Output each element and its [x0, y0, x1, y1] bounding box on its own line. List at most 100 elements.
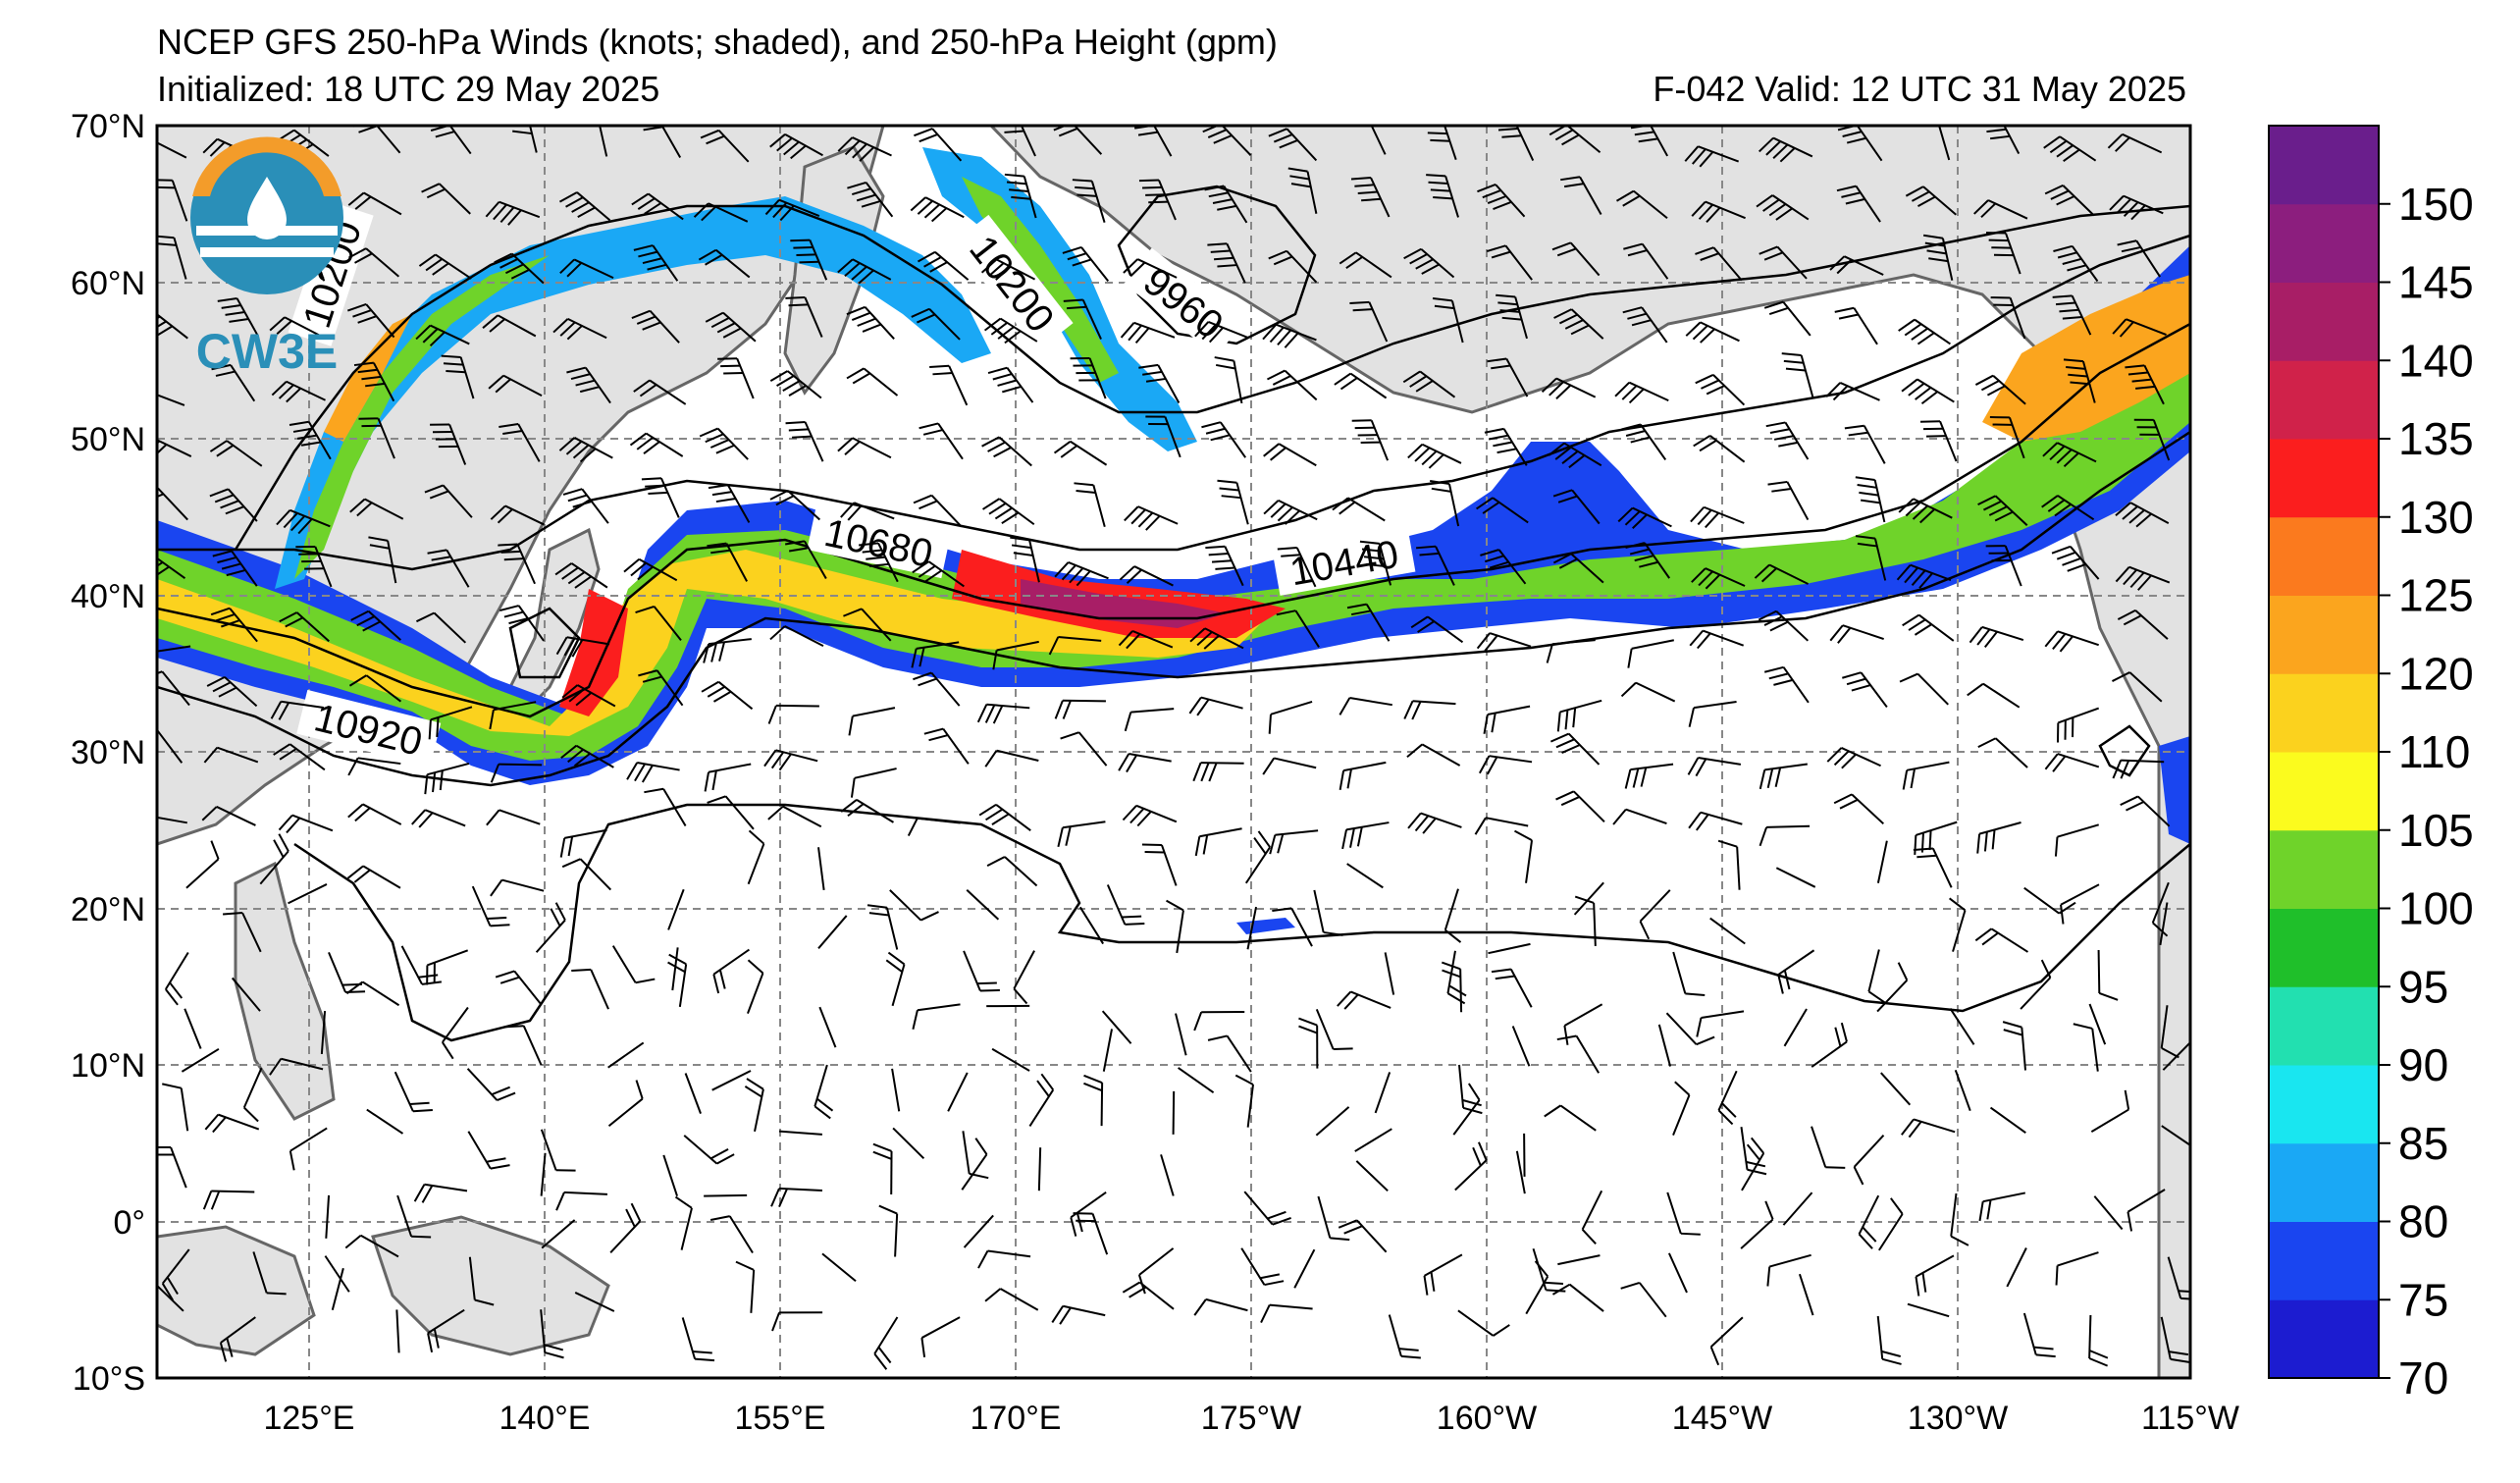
wind-barb [866, 904, 899, 950]
wind-barb [2044, 184, 2095, 217]
wind-barb [441, 354, 475, 399]
wind-barb [202, 1190, 255, 1210]
wind-barb [837, 136, 892, 162]
map-panel: 10200 10200 9960 10680 10440 10920 [157, 126, 2190, 1378]
wind-barb [1685, 321, 1740, 344]
colorbar-label: 90 [2398, 1039, 2448, 1090]
wind-barb [818, 1006, 837, 1048]
wind-barb [1122, 1281, 1175, 1310]
wind-barb [705, 311, 757, 343]
wind-barb [252, 1251, 287, 1296]
wind-barb [1855, 476, 1886, 523]
wind-barb [1899, 672, 1949, 706]
wind-barb [2115, 502, 2170, 528]
colorbar-swatch [2269, 908, 2379, 987]
wind-barb [279, 611, 330, 643]
wind-barb [347, 803, 402, 825]
wind-barb [840, 798, 895, 823]
wind-barb [353, 361, 395, 402]
wind-barb [1478, 755, 1533, 775]
wind-barb [1192, 762, 1244, 782]
wind-barb [1063, 298, 1102, 340]
wind-barb [426, 949, 469, 985]
wind-barb [344, 1234, 399, 1258]
wind-barb [912, 1003, 961, 1030]
wind-barb [269, 316, 324, 339]
wind-barb [1346, 603, 1391, 642]
wind-barb [561, 858, 612, 891]
wind-barb [1986, 126, 2021, 155]
wind-barb [607, 1041, 645, 1069]
wind-barb [346, 865, 401, 889]
wind-barb [1901, 378, 1955, 405]
lon-label: 175°W [1201, 1400, 1301, 1437]
wind-barb [693, 202, 749, 223]
wind-barb [843, 608, 892, 642]
wind-barb [2162, 1040, 2190, 1071]
colorbar-label: 75 [2398, 1274, 2448, 1325]
wind-barb [2043, 135, 2097, 162]
wind-barb [699, 427, 749, 460]
wind-barb [1553, 308, 1604, 340]
wind-barb [394, 1071, 433, 1113]
wind-barb [2160, 1316, 2190, 1363]
wind-barb [641, 477, 680, 518]
wind-barb [1767, 480, 1810, 521]
wind-barb [891, 1068, 901, 1112]
wind-barb [157, 645, 191, 653]
wind-barb [923, 727, 970, 765]
colorbar-label: 85 [2398, 1118, 2448, 1169]
wind-barb [767, 805, 822, 828]
wind-barb [1496, 293, 1528, 340]
wind-barb [561, 684, 616, 708]
lon-label: 115°W [2141, 1400, 2239, 1437]
colorbar-swatch [2269, 439, 2379, 518]
wind-barb [2117, 609, 2169, 640]
wind-barb [1202, 126, 1252, 156]
wind-barb [1145, 415, 1181, 458]
wind-barb [1758, 609, 1810, 642]
wind-barb [817, 847, 825, 891]
wind-barb [396, 1194, 432, 1239]
wind-barb [667, 888, 685, 930]
wind-barb [2167, 1256, 2190, 1300]
wind-barb [503, 1025, 543, 1066]
wind-barb [1244, 830, 1271, 884]
wind-barb [558, 437, 613, 463]
wind-barb [1763, 665, 1810, 704]
wind-barb [1556, 1034, 1601, 1074]
wind-barb [769, 132, 823, 160]
wind-barb [482, 314, 537, 338]
wind-barb [667, 953, 688, 1007]
wind-barb [2161, 1125, 2190, 1147]
wind-barb [626, 762, 680, 783]
wind-barb [984, 1288, 1039, 1311]
wind-barb [1277, 546, 1317, 588]
wind-barb [210, 607, 258, 643]
wind-barb [1950, 1192, 1969, 1246]
wind-barb [1426, 174, 1459, 218]
wind-barb [1234, 1074, 1254, 1128]
wind-barb [980, 258, 1036, 281]
wind-barb [552, 318, 607, 341]
wind-barb [1430, 480, 1460, 527]
wind-barb [1070, 356, 1107, 399]
wind-barb [1627, 639, 1675, 668]
wind-barb [2054, 823, 2100, 857]
wind-barb [1759, 824, 1811, 847]
wind-barb [1407, 812, 1462, 834]
wind-barb [1037, 1147, 1042, 1192]
wind-barb [2055, 1251, 2099, 1286]
wind-barb [1263, 443, 1317, 467]
wind-barb [764, 198, 820, 222]
lat-label: 70°N [71, 108, 145, 145]
wind-barb [2107, 132, 2163, 154]
wind-barb [1193, 1298, 1248, 1316]
wind-barb [1048, 636, 1102, 656]
wind-barb [712, 948, 750, 994]
wind-barb [1829, 255, 1884, 276]
wind-barb [346, 303, 395, 339]
wind-barb [1488, 942, 1531, 955]
wind-barb [747, 959, 764, 1014]
wind-barb [846, 367, 899, 397]
